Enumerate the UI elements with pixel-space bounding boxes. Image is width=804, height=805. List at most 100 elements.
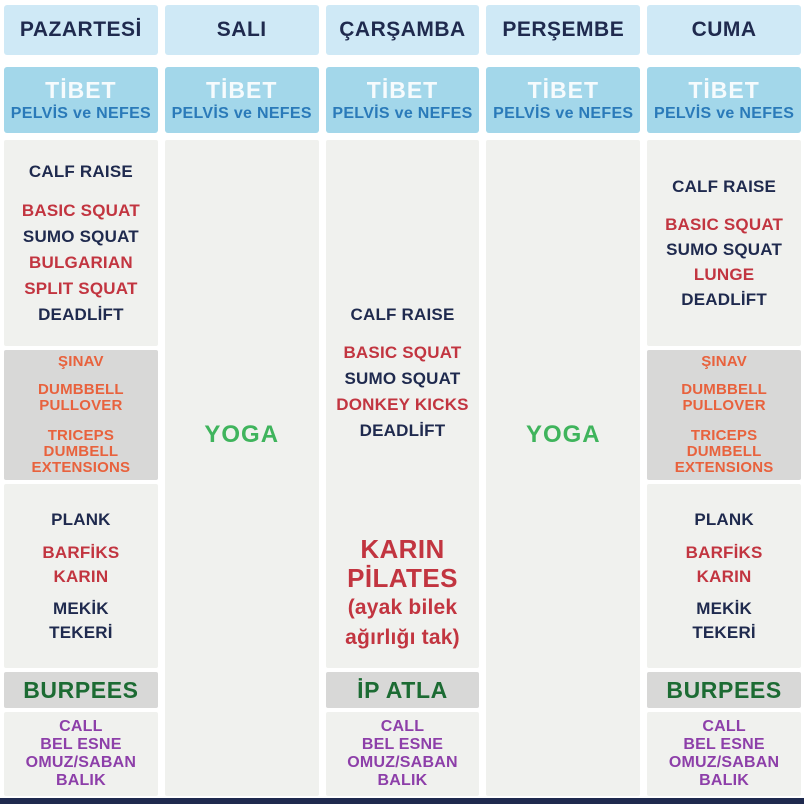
burpees-label: BURPEES <box>666 677 782 703</box>
exercise-line: SPLIT SQUAT <box>24 278 138 298</box>
exercise-line: TEKERİ <box>692 622 756 642</box>
exercise-line: SUMO SQUAT <box>22 226 139 246</box>
pelvis-nefes-label: PELVİS ve NEFES <box>493 104 634 122</box>
exercise-line: ŞINAV <box>701 353 747 370</box>
column-tuesday: SALI TİBET PELVİS ve NEFES YOGA <box>164 5 319 796</box>
exercise-line: BASIC SQUAT <box>665 215 784 234</box>
tibet-label: TİBET <box>366 76 439 103</box>
tibet-label: TİBET <box>45 76 117 103</box>
exercise-line: EXTENSIONS <box>31 459 131 476</box>
exercise-line: PULLOVER <box>682 397 766 414</box>
column-content: CALF RAISE BASIC SQUAT SUMO SQUAT LUNGE … <box>647 140 801 796</box>
exercise-line: BULGARIAN <box>29 252 133 272</box>
squat-pilates-section: CALF RAISE BASIC SQUAT SUMO SQUAT DONKEY… <box>325 140 480 668</box>
exercise-line: SUMO SQUAT <box>344 369 461 388</box>
stretch-line: CALL <box>380 718 425 735</box>
column-content: YOGA <box>164 140 319 796</box>
rope-label: İP ATLA <box>357 677 448 703</box>
stretch-line: BALIK <box>699 772 750 789</box>
exercise-line: CALF RAISE <box>350 305 455 324</box>
exercise-line: BARFİKS <box>42 542 120 562</box>
tibet-cell-thursday: TİBET PELVİS ve NEFES <box>486 67 641 133</box>
day-label: PAZARTESİ <box>19 18 142 41</box>
pilates-line: PİLATES <box>347 563 458 593</box>
yoga-label: YOGA <box>525 421 601 448</box>
exercise-line: DEADLİFT <box>359 421 446 440</box>
tibet-cell-wednesday: TİBET PELVİS ve NEFES <box>325 67 480 133</box>
column-friday: CUMA TİBET PELVİS ve NEFES CALF RAISE BA… <box>647 5 801 796</box>
exercise-line: DUMBELL <box>686 443 762 460</box>
tibet-label: TİBET <box>688 76 760 103</box>
stretch-line: OMUZ/SABAN <box>347 754 458 771</box>
column-content: CALF RAISE BASIC SQUAT SUMO SQUAT BULGAR… <box>4 140 158 796</box>
exercise-line: MEKİK <box>53 598 109 618</box>
exercise-line: PLANK <box>51 509 111 529</box>
rope-section: İP ATLA <box>325 672 480 708</box>
exercise-line: TEKERİ <box>49 622 113 642</box>
stretch-line: OMUZ/SABAN <box>668 754 780 771</box>
day-label: SALI <box>216 18 267 41</box>
tibet-cell-tuesday: TİBET PELVİS ve NEFES <box>164 67 319 133</box>
stretch-line: BALIK <box>55 772 106 789</box>
exercise-line: PLANK <box>694 509 754 529</box>
exercise-line: SUMO SQUAT <box>666 240 783 259</box>
weekly-workout-schedule: PAZARTESİ TİBET PELVİS ve NEFES CALF RAI… <box>4 5 801 796</box>
day-label: PERŞEMBE <box>502 18 625 41</box>
day-header-monday: PAZARTESİ <box>4 5 158 55</box>
exercise-line: LUNGE <box>693 265 755 284</box>
exercise-line: BASIC SQUAT <box>21 200 140 220</box>
core-section: PLANK BARFİKS KARIN MEKİK TEKERİ <box>4 484 158 668</box>
stretch-section: CALL BEL ESNE OMUZ/SABAN BALIK <box>4 712 158 796</box>
pelvis-nefes-label: PELVİS ve NEFES <box>653 104 795 122</box>
day-header-friday: CUMA <box>647 5 801 55</box>
column-wednesday: ÇARŞAMBA TİBET PELVİS ve NEFES CALF RAIS… <box>325 5 480 796</box>
exercise-line: EXTENSIONS <box>674 459 774 476</box>
day-header-tuesday: SALI <box>164 5 319 55</box>
exercise-line: CALF RAISE <box>672 177 777 196</box>
column-content: YOGA <box>486 140 641 796</box>
column-thursday: PERŞEMBE TİBET PELVİS ve NEFES YOGA <box>486 5 641 796</box>
exercise-line: DUMBBELL <box>38 381 124 398</box>
tibet-cell-friday: TİBET PELVİS ve NEFES <box>647 67 801 133</box>
exercise-line: BARFİKS <box>685 542 763 562</box>
pelvis-nefes-label: PELVİS ve NEFES <box>10 104 152 122</box>
day-label: CUMA <box>691 18 757 41</box>
bottom-navy-bar <box>0 798 804 804</box>
core-section: PLANK BARFİKS KARIN MEKİK TEKERİ <box>647 484 801 668</box>
pilates-line: KARIN <box>360 534 445 564</box>
burpees-section: BURPEES <box>4 672 158 708</box>
exercise-line: ŞINAV <box>58 353 104 370</box>
exercise-line: KARIN <box>696 566 752 586</box>
exercise-line: BASIC SQUAT <box>343 343 462 362</box>
yoga-section: YOGA <box>486 140 641 796</box>
pelvis-nefes-label: PELVİS ve NEFES <box>332 104 473 122</box>
day-header-thursday: PERŞEMBE <box>486 5 641 55</box>
exercise-line: PULLOVER <box>39 397 123 414</box>
pilates-note-line: (ayak bilek <box>347 596 458 619</box>
day-header-wednesday: ÇARŞAMBA <box>325 5 480 55</box>
stretch-line: OMUZ/SABAN <box>25 754 137 771</box>
exercise-line: DUMBELL <box>43 443 119 460</box>
exercise-line: CALF RAISE <box>28 161 133 181</box>
stretch-line: BALIK <box>377 772 428 789</box>
stretch-line: BEL ESNE <box>361 736 444 753</box>
column-content: CALF RAISE BASIC SQUAT SUMO SQUAT DONKEY… <box>325 140 480 796</box>
pilates-note-line: ağırlığı tak) <box>345 626 460 649</box>
exercise-line: MEKİK <box>696 598 752 618</box>
push-section: ŞINAV DUMBBELL PULLOVER TRICEPS DUMBELL … <box>4 350 158 480</box>
burpees-section: BURPEES <box>647 672 801 708</box>
exercise-line: TRICEPS <box>47 427 115 444</box>
exercise-line: DONKEY KICKS <box>336 395 469 414</box>
stretch-line: CALL <box>702 718 746 735</box>
yoga-section: YOGA <box>164 140 319 796</box>
yoga-label: YOGA <box>204 421 280 448</box>
exercise-line: DEADLİFT <box>681 290 767 309</box>
stretch-section: CALL BEL ESNE OMUZ/SABAN BALIK <box>647 712 801 796</box>
burpees-label: BURPEES <box>23 677 139 703</box>
exercise-line: TRICEPS <box>690 427 758 444</box>
push-section: ŞINAV DUMBBELL PULLOVER TRICEPS DUMBELL … <box>647 350 801 480</box>
squat-section: CALF RAISE BASIC SQUAT SUMO SQUAT LUNGE … <box>647 140 801 346</box>
tibet-label: TİBET <box>205 76 278 103</box>
tibet-cell-monday: TİBET PELVİS ve NEFES <box>4 67 158 133</box>
stretch-section: CALL BEL ESNE OMUZ/SABAN BALIK <box>325 712 480 796</box>
